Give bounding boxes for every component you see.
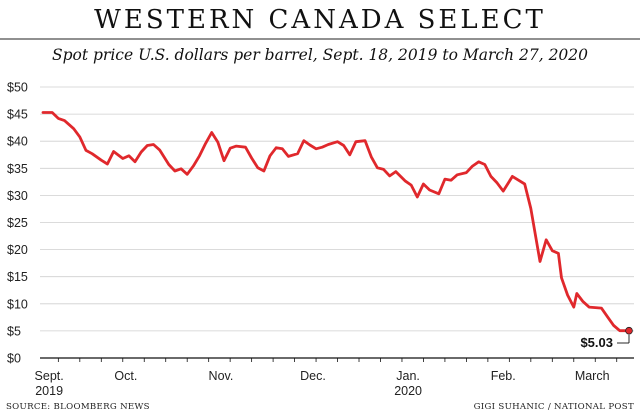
author-credit: GIGI SUHANIC / NATIONAL POST <box>474 402 634 412</box>
end-point-marker <box>625 326 633 335</box>
y-tick-label: $5 <box>7 324 21 338</box>
y-tick-label: $25 <box>7 216 28 230</box>
x-axis: Sept.2019 Oct. Nov. Dec. Jan.2020 Feb. March <box>35 357 634 398</box>
x-tick-sublabel: 2019 <box>35 384 63 398</box>
x-tick-label: Feb. <box>491 369 516 383</box>
y-tick-label: $45 <box>7 108 28 122</box>
x-tick-label: Sept. <box>35 369 64 383</box>
x-tick-label: March <box>575 369 610 383</box>
x-tick-label: Oct. <box>114 369 137 383</box>
y-tick-label: $15 <box>7 270 28 284</box>
series-line <box>41 111 631 333</box>
annotation-label: $5.03 <box>580 335 613 350</box>
y-tick-label: $50 <box>7 81 28 95</box>
x-tick-label: Dec. <box>300 369 326 383</box>
chart-title: WESTERN CANADA SELECT <box>94 5 546 35</box>
source-credit: SOURCE: BLOOMBERG NEWS <box>6 402 150 412</box>
y-tick-label: $35 <box>7 162 28 176</box>
x-tick-sublabel: 2020 <box>394 384 422 398</box>
y-tick-label: $40 <box>7 135 28 149</box>
annotation-layer: $5.03 <box>580 326 633 350</box>
x-tick-label: Jan. <box>396 369 420 383</box>
x-tick-label: Nov. <box>209 369 234 383</box>
y-tick-label: $10 <box>7 297 28 311</box>
y-tick-label: $0 <box>7 352 21 366</box>
y-tick-label: $20 <box>7 243 28 257</box>
y-tick-label: $30 <box>7 189 28 203</box>
series-line-layer <box>41 111 631 333</box>
grid <box>40 86 634 332</box>
y-axis: $0 $5 $10 $15 $20 $25 $30 $35 $40 $45 $50 <box>7 81 28 366</box>
chart-subtitle: Spot price U.S. dollars per barrel, Sept… <box>52 46 588 64</box>
